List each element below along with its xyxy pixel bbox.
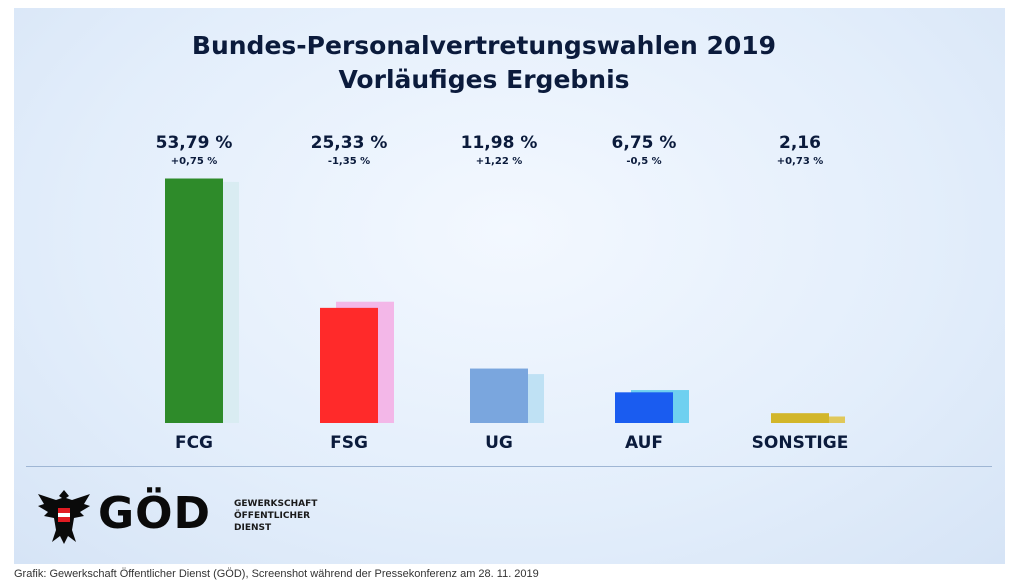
value-label-fsg: 25,33 % — [311, 133, 388, 153]
divider-line — [26, 466, 992, 467]
bar-ug — [470, 368, 528, 423]
image-caption: Grafik: Gewerkschaft Öffentlicher Dienst… — [14, 568, 539, 580]
change-label-auf: -0,5 % — [626, 156, 661, 167]
bar-auf — [615, 392, 673, 423]
change-label-sonstige: +0,73 % — [777, 156, 824, 167]
logo-line-3: DIENST — [234, 523, 272, 533]
logo-line-2: ÖFFENTLICHER — [234, 511, 311, 521]
logo-subtitle: GEWERKSCHAFT ÖFFENTLICHER DIENST — [234, 498, 317, 534]
eagle-icon — [38, 490, 90, 544]
logo-wordmark: GÖD — [98, 488, 212, 539]
value-label-fcg: 53,79 % — [156, 133, 233, 153]
value-label-sonstige: 2,16 — [779, 133, 821, 153]
bar-fcg — [165, 178, 223, 423]
change-label-fcg: +0,75 % — [171, 156, 218, 167]
bar-sonstige — [771, 413, 829, 423]
value-label-ug: 11,98 % — [461, 133, 538, 153]
category-label-sonstige: SONSTIGE — [752, 433, 849, 453]
value-label-auf: 6,75 % — [612, 133, 677, 153]
bar-fsg — [320, 307, 378, 423]
category-label-fcg: FCG — [175, 433, 213, 453]
bar-chart: 53,79 % +0,75 % FCG 25,33 % -1,35 % FSG 11,98 … — [156, 133, 849, 453]
chart-title: Bundes-Personalvertretungswahlen 2019 — [191, 31, 777, 60]
change-label-fsg: -1,35 % — [328, 156, 370, 167]
logo-line-1: GEWERKSCHAFT — [234, 499, 318, 509]
category-label-ug: UG — [485, 433, 513, 453]
category-label-fsg: FSG — [330, 433, 368, 453]
change-label-ug: +1,22 % — [476, 156, 523, 167]
category-label-auf: AUF — [625, 433, 663, 453]
goed-logo: GÖD GEWERKSCHAFT ÖFFENTLICHER DIENST — [36, 486, 356, 546]
chart-subtitle: Vorläufiges Ergebnis — [338, 65, 630, 94]
presentation-screen: Bundes-Personalvertretungswahlen 2019 Vo… — [14, 8, 1005, 564]
